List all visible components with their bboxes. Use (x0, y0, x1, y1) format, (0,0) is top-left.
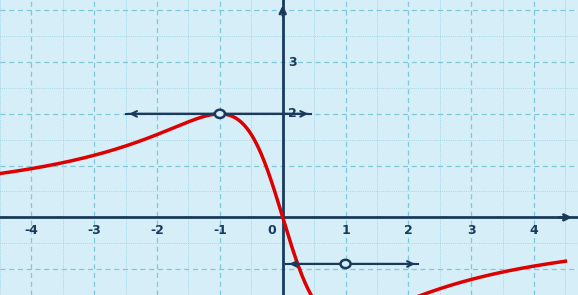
Text: 2: 2 (288, 107, 297, 120)
Text: 3: 3 (467, 224, 476, 237)
Text: 3: 3 (288, 55, 297, 69)
Text: -2: -2 (150, 224, 164, 237)
Text: -4: -4 (24, 224, 38, 237)
Text: 2: 2 (404, 224, 413, 237)
Circle shape (340, 260, 351, 268)
Text: 0: 0 (268, 224, 276, 237)
Text: 4: 4 (529, 224, 538, 237)
Text: 1: 1 (341, 224, 350, 237)
Text: -1: -1 (213, 224, 227, 237)
Text: -3: -3 (87, 224, 101, 237)
Circle shape (215, 110, 225, 118)
